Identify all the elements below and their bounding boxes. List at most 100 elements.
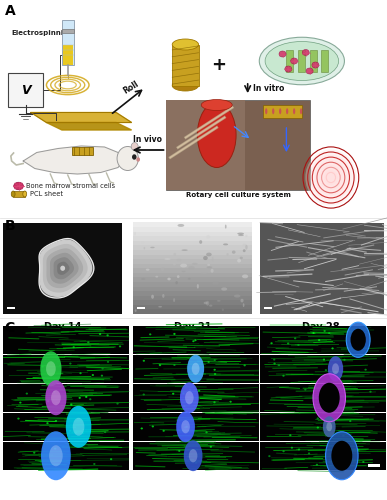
Ellipse shape bbox=[176, 412, 195, 442]
Ellipse shape bbox=[283, 450, 285, 452]
Ellipse shape bbox=[23, 191, 27, 197]
Ellipse shape bbox=[93, 463, 96, 465]
Ellipse shape bbox=[54, 448, 57, 450]
Polygon shape bbox=[39, 238, 94, 298]
Ellipse shape bbox=[101, 374, 103, 376]
Bar bbox=[263, 105, 302, 118]
Ellipse shape bbox=[182, 250, 188, 251]
Ellipse shape bbox=[243, 249, 246, 252]
Bar bbox=[260, 442, 386, 470]
Ellipse shape bbox=[206, 301, 209, 306]
Text: Bone marrow stromal cells: Bone marrow stromal cells bbox=[26, 183, 115, 189]
Ellipse shape bbox=[167, 278, 171, 280]
Ellipse shape bbox=[131, 142, 138, 150]
Ellipse shape bbox=[73, 418, 84, 436]
Ellipse shape bbox=[319, 165, 342, 190]
Ellipse shape bbox=[60, 266, 65, 271]
Ellipse shape bbox=[289, 434, 291, 436]
Ellipse shape bbox=[201, 100, 232, 110]
Ellipse shape bbox=[141, 278, 146, 280]
Ellipse shape bbox=[204, 302, 208, 304]
Ellipse shape bbox=[308, 452, 310, 454]
Ellipse shape bbox=[11, 191, 15, 197]
Ellipse shape bbox=[310, 154, 352, 200]
Ellipse shape bbox=[273, 358, 276, 360]
Ellipse shape bbox=[298, 448, 300, 450]
Ellipse shape bbox=[87, 342, 89, 344]
Ellipse shape bbox=[173, 298, 175, 302]
Ellipse shape bbox=[164, 258, 171, 260]
Text: Day 28: Day 28 bbox=[302, 322, 340, 332]
Ellipse shape bbox=[201, 272, 207, 274]
Ellipse shape bbox=[79, 372, 82, 374]
Ellipse shape bbox=[222, 308, 224, 311]
Ellipse shape bbox=[279, 51, 286, 57]
Ellipse shape bbox=[362, 461, 365, 463]
Ellipse shape bbox=[245, 234, 248, 237]
Bar bbox=[133, 326, 259, 354]
Ellipse shape bbox=[104, 431, 106, 433]
Ellipse shape bbox=[238, 234, 244, 236]
Text: Rotary cell culture system: Rotary cell culture system bbox=[186, 192, 290, 198]
Bar bbox=[260, 222, 384, 314]
Bar bbox=[133, 267, 252, 273]
Ellipse shape bbox=[324, 330, 326, 332]
Text: B: B bbox=[5, 218, 15, 232]
Ellipse shape bbox=[173, 364, 176, 366]
Bar bbox=[133, 222, 252, 314]
Ellipse shape bbox=[46, 361, 56, 376]
Ellipse shape bbox=[328, 332, 330, 334]
Bar bbox=[133, 304, 252, 310]
Ellipse shape bbox=[173, 263, 176, 266]
Ellipse shape bbox=[26, 392, 28, 394]
Ellipse shape bbox=[317, 426, 319, 428]
Ellipse shape bbox=[315, 160, 347, 196]
Bar bbox=[133, 226, 252, 232]
Bar bbox=[72, 147, 93, 155]
Ellipse shape bbox=[106, 334, 109, 336]
Bar bbox=[133, 354, 259, 383]
Ellipse shape bbox=[172, 39, 199, 50]
Ellipse shape bbox=[206, 235, 210, 239]
Ellipse shape bbox=[212, 282, 219, 285]
Ellipse shape bbox=[146, 268, 149, 270]
Ellipse shape bbox=[346, 322, 370, 358]
Ellipse shape bbox=[349, 420, 351, 422]
Ellipse shape bbox=[259, 38, 344, 84]
Ellipse shape bbox=[242, 244, 246, 246]
Ellipse shape bbox=[187, 355, 204, 383]
Ellipse shape bbox=[305, 150, 356, 206]
Ellipse shape bbox=[101, 368, 104, 370]
Polygon shape bbox=[31, 112, 132, 122]
Ellipse shape bbox=[221, 288, 227, 290]
Ellipse shape bbox=[151, 294, 154, 299]
Ellipse shape bbox=[343, 359, 346, 361]
Ellipse shape bbox=[214, 369, 216, 371]
Ellipse shape bbox=[319, 383, 340, 413]
Ellipse shape bbox=[116, 402, 119, 404]
Ellipse shape bbox=[140, 428, 143, 430]
Ellipse shape bbox=[40, 351, 62, 386]
Ellipse shape bbox=[192, 262, 198, 265]
Ellipse shape bbox=[232, 250, 236, 254]
Ellipse shape bbox=[182, 270, 186, 272]
Ellipse shape bbox=[184, 426, 187, 428]
Text: In vivo: In vivo bbox=[134, 135, 162, 144]
Ellipse shape bbox=[194, 339, 197, 341]
Ellipse shape bbox=[240, 298, 243, 302]
Ellipse shape bbox=[278, 364, 280, 366]
Ellipse shape bbox=[317, 418, 319, 420]
Bar bbox=[264, 307, 272, 309]
Ellipse shape bbox=[357, 448, 360, 450]
Bar bbox=[3, 412, 129, 441]
Ellipse shape bbox=[313, 374, 346, 422]
Ellipse shape bbox=[199, 240, 202, 244]
Ellipse shape bbox=[272, 108, 274, 114]
Bar bbox=[133, 384, 259, 412]
Ellipse shape bbox=[369, 390, 372, 392]
Ellipse shape bbox=[173, 333, 176, 335]
Ellipse shape bbox=[85, 396, 87, 398]
Bar bbox=[133, 254, 252, 259]
Ellipse shape bbox=[110, 458, 112, 460]
Text: V: V bbox=[21, 84, 30, 96]
